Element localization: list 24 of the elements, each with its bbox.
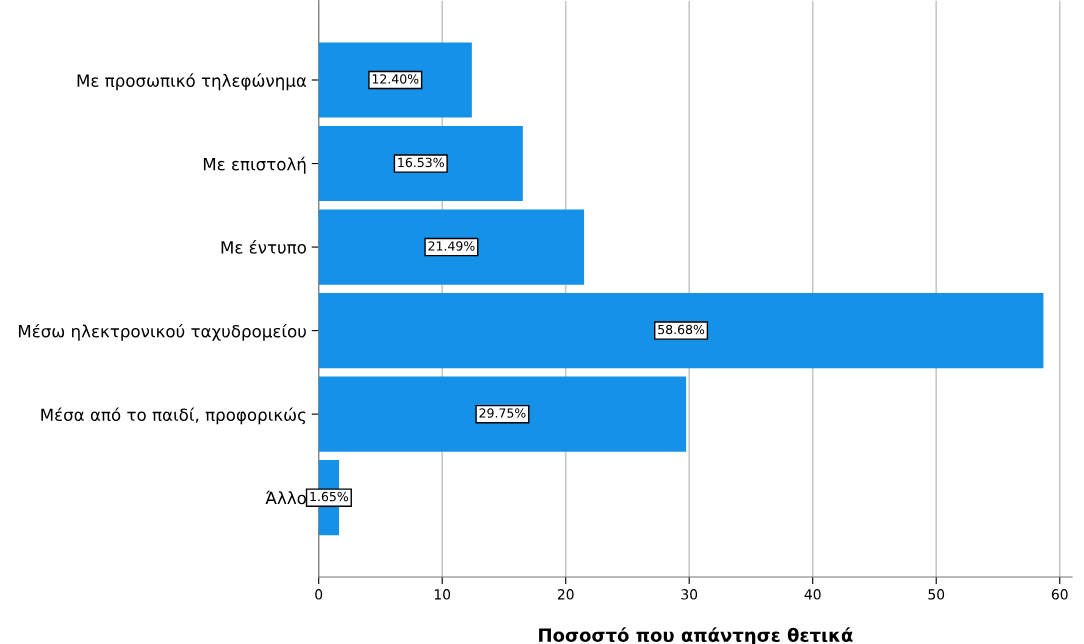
x-tick-label: 20 [557, 589, 574, 600]
x-tick-label: 10 [434, 589, 451, 600]
bar [318, 125, 523, 202]
bar [318, 209, 585, 285]
x-tick-label: 60 [1051, 589, 1068, 600]
data-label: 29.75% [479, 408, 526, 418]
data-label: 12.40% [372, 74, 419, 84]
x-tick-label: 50 [928, 589, 945, 600]
bar [318, 42, 472, 118]
bar [318, 293, 1044, 369]
x-tick-label: 40 [804, 589, 821, 600]
x-tick-label: 0 [315, 589, 323, 600]
data-label: 58.68% [658, 324, 705, 335]
x-tick-label: 30 [681, 589, 698, 600]
y-tick-label: Άλλο [265, 490, 306, 505]
data-label: 1.65% [310, 491, 349, 502]
y-tick-label: Μέσω ηλεκτρονικού ταχυδρομείου [18, 323, 306, 341]
y-tick-label: Μέσα από το παιδί, προφορικώς [41, 407, 306, 425]
y-tick-label: Με έντυπο [221, 240, 306, 254]
y-tick-label: Με επιστολή [203, 156, 306, 174]
bar [318, 376, 687, 452]
data-label: 16.53% [398, 157, 444, 168]
data-label: 21.49% [428, 241, 475, 251]
y-tick-label: Με προσωπικό τηλεφώνημα [77, 73, 307, 91]
